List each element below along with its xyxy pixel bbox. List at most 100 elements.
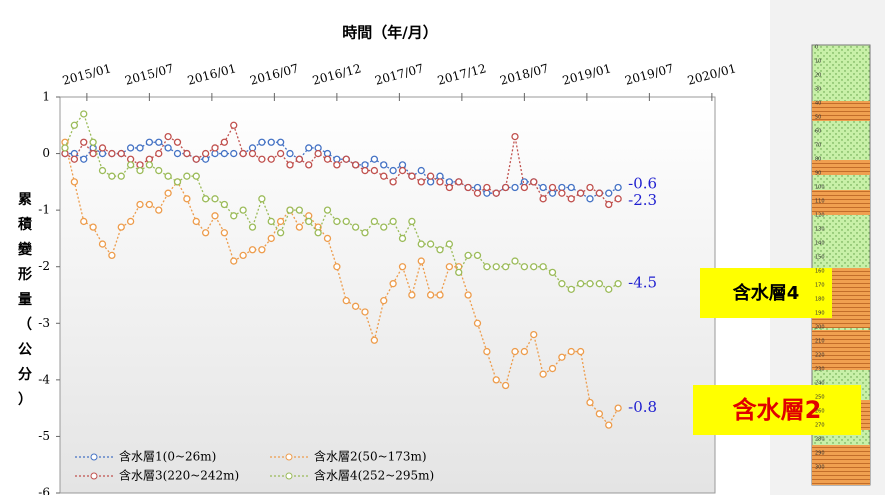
point [117,223,125,231]
point [558,280,566,288]
point [98,240,107,248]
point [605,285,613,293]
point [426,240,435,248]
point [530,263,538,271]
point [164,189,172,197]
point [614,195,622,203]
point [267,217,275,226]
legend-marker [90,453,98,461]
point [408,291,416,299]
clay-layer [812,445,870,485]
legend-marker [90,472,98,480]
end-label: -0.8 [628,398,657,416]
point [351,161,360,169]
y-tick-label: -3 [38,316,50,330]
point [98,144,107,152]
label-box [693,385,861,435]
depth-label: 70 [815,143,821,149]
point [530,178,538,186]
point [473,251,482,260]
point [276,229,285,237]
depth-label: 170 [815,283,825,289]
point [464,291,472,299]
point [426,291,435,299]
point [389,217,397,226]
point [258,155,266,163]
depth-label: 200 [815,325,825,331]
point [286,161,294,169]
point [558,189,566,197]
point [417,166,425,175]
point [576,189,585,197]
point [520,183,529,192]
point [220,149,229,158]
point [595,280,604,288]
point [136,166,144,175]
depth-label: 80 [815,157,821,163]
point [201,229,210,237]
end-label: -2.3 [628,191,657,209]
point [398,263,407,271]
point [511,183,519,192]
point [220,138,229,146]
point [230,212,238,220]
clay-layer [812,101,870,121]
legend-label: 含水層2(50~173m) [314,449,427,464]
point [211,195,219,203]
point [576,347,585,356]
point [155,206,163,214]
point [155,138,163,146]
point [389,280,397,288]
point [201,149,210,158]
depth-label: 110 [815,199,825,205]
depth-label: 10 [815,59,821,65]
point [605,200,613,209]
depth-label: 280 [815,437,825,443]
point [230,121,238,129]
point [408,217,416,226]
point [483,347,491,356]
point [520,347,529,356]
point [539,183,547,192]
aquifer-label: 含水層2 [733,396,822,424]
point [586,398,594,407]
point [145,161,154,169]
end-label: -0.6 [628,175,657,193]
point [70,155,79,163]
point [173,178,182,186]
point [370,336,379,344]
point [483,183,491,192]
depth-label: 0 [815,45,818,51]
depth-label: 180 [815,297,825,303]
point [323,155,332,163]
y-tick-label: -4 [38,372,50,386]
depth-label: 120 [815,213,825,219]
point [595,410,604,418]
depth-label: 220 [815,353,825,359]
point [145,138,154,146]
point [417,257,425,265]
depth-label: 270 [815,423,825,429]
point [173,149,182,158]
point [558,353,566,361]
point [192,172,200,180]
y-tick-label: -2 [38,259,50,273]
point [380,297,388,305]
clay-layer [812,160,870,175]
depth-label: 210 [815,339,825,345]
point [445,183,454,192]
point [117,172,125,180]
point [286,206,294,214]
point [295,155,304,163]
point [333,217,341,226]
point [455,178,463,186]
y-tick-label: -6 [38,486,50,495]
y-axis-title: 累積變形量（公分） [17,192,33,408]
point [183,195,191,203]
point [108,172,116,180]
point [595,189,604,197]
point [370,155,379,163]
depth-label: 160 [815,269,825,275]
point [520,263,529,271]
point [267,155,275,163]
